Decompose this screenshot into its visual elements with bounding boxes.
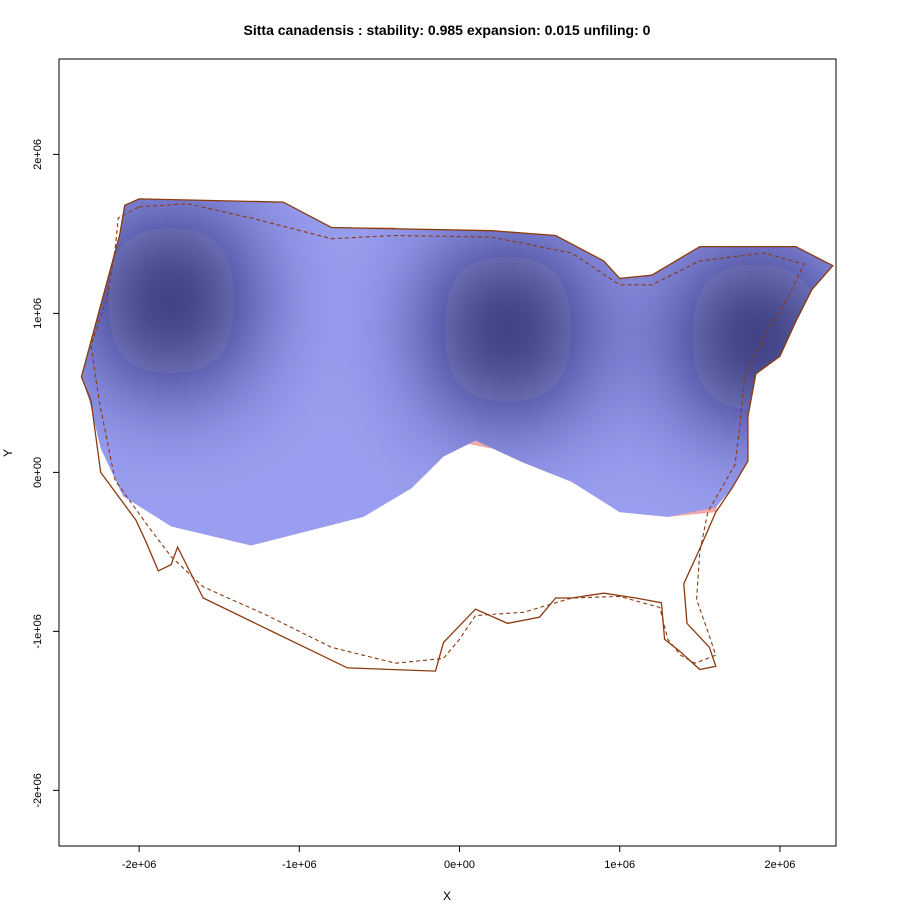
- range-outline-dashed: [90, 203, 805, 664]
- y-tick-label: -2e+06: [32, 773, 44, 808]
- y-tick-label: 2e+06: [32, 139, 44, 170]
- y-axis: -2e+06 -1e+06 0e+00 1e+06 2e+06: [32, 139, 59, 808]
- plot-area: [80, 198, 834, 672]
- stable-density-layer: [81, 198, 833, 546]
- density-hotspot: [437, 244, 578, 415]
- y-tick-label: -1e+06: [32, 614, 44, 649]
- x-axis: -2e+06 -1e+06 0e+00 1e+06 2e+06: [122, 846, 795, 871]
- y-axis-label: Y: [1, 449, 15, 457]
- y-tick-label: 0e+00: [32, 457, 44, 488]
- range-outline-solid: [80, 198, 834, 672]
- x-tick-label: 1e+06: [604, 859, 635, 871]
- x-axis-label: X: [443, 889, 451, 903]
- y-tick-label: 1e+06: [32, 298, 44, 329]
- x-tick-label: -1e+06: [282, 859, 317, 871]
- x-tick-label: 0e+00: [444, 859, 475, 871]
- x-tick-label: -2e+06: [122, 859, 157, 871]
- density-hotspot: [101, 215, 242, 386]
- x-tick-label: 2e+06: [764, 859, 795, 871]
- range-outlines: [80, 198, 834, 672]
- chart-title: Sitta canadensis : stability: 0.985 expa…: [244, 22, 651, 38]
